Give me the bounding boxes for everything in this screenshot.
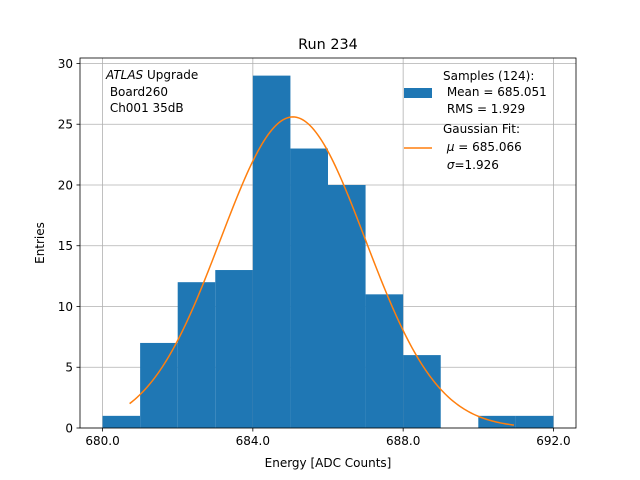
histogram-bar-6 [328,184,366,428]
annotation-line3: Ch001 35dB [106,101,184,115]
x-axis-label: Energy [ADC Counts] [265,456,392,470]
x-tick-label-0: 680.0 [85,434,119,448]
chart-title: Run 234 [298,37,358,53]
gaussian-fit [129,116,515,426]
histogram-bar-0 [102,415,141,428]
svg-text:μ = 685.066: μ = 685.066 [443,140,522,154]
x-axis-ticks: 680.0 684.0 688.0 692.0 [85,428,571,448]
legend-fit-label: Gaussian Fit: [443,122,520,136]
y-axis-label: Entries [33,222,47,264]
svg-text:σ=1.926: σ=1.926 [443,158,499,172]
x-tick-label-2: 688.0 [386,434,420,448]
annotation-italic: ATLAS [105,68,144,82]
y-axis-ticks: 0 5 10 15 20 25 30 [58,57,80,436]
histogram-bar-2 [177,282,216,428]
y-tick-label-5: 25 [58,118,73,132]
histogram-bars [102,75,554,428]
legend-hist-swatch [404,88,432,98]
annotation-text: ATLAS Upgrade Board260 Ch001 35dB [105,68,198,115]
legend-hist-label: Samples (124): [443,69,534,83]
legend-fit-sigma-symbol: σ [447,158,455,172]
svg-text:ATLAS Upgrade: ATLAS Upgrade [105,68,198,82]
y-tick-label-6: 30 [58,57,73,71]
legend: Samples (124): Mean = 685.051 RMS = 1.92… [404,69,547,172]
histogram-bar-4 [252,75,291,428]
y-tick-label-0: 0 [65,422,73,436]
histogram-bar-11 [515,415,554,428]
histogram-bar-7 [365,294,404,428]
legend-hist-mean: Mean = 685.051 [443,85,547,99]
histogram-bar-5 [290,148,328,428]
histogram-bar-3 [215,270,253,428]
legend-fit-mu-value: = 685.066 [454,140,521,154]
legend-fit-sigma-value: =1.926 [454,158,498,172]
legend-hist-rms: RMS = 1.929 [443,102,525,116]
y-tick-label-1: 5 [65,361,73,375]
histogram-bar-1 [140,342,178,428]
histogram-bar-8 [403,355,441,428]
y-tick-label-3: 15 [58,239,73,253]
y-tick-label-2: 10 [58,300,73,314]
x-tick-label-3: 692.0 [536,434,570,448]
plot-frame [79,57,577,429]
x-tick-label-1: 684.0 [236,434,270,448]
legend-fit-mu-symbol: μ [446,140,455,154]
annotation-line2: Board260 [106,85,168,99]
gaussian-fit-line [129,116,515,426]
annotation-rest: Upgrade [143,68,198,82]
y-tick-label-4: 20 [58,178,73,192]
